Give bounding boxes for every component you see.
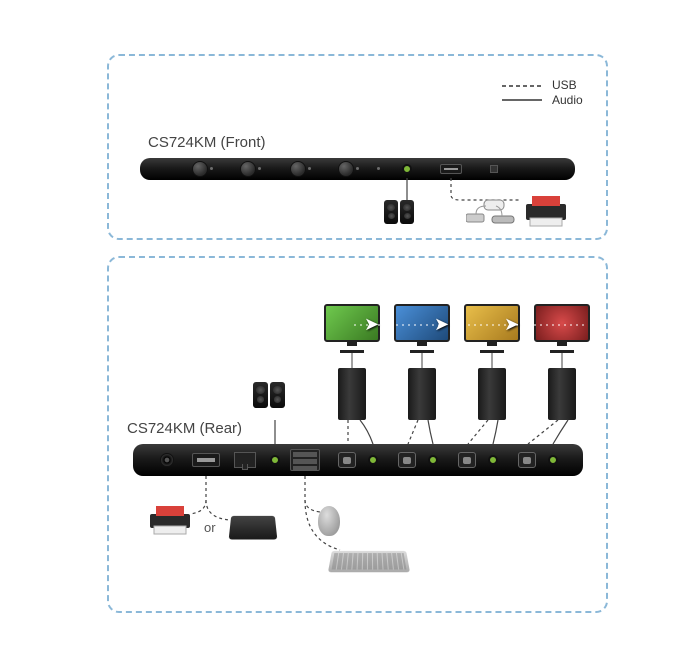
rear-printer-icon — [148, 506, 192, 538]
rear-mouse-icon — [318, 506, 340, 536]
rear-keyboard-icon — [328, 551, 410, 572]
or-label: or — [204, 520, 216, 535]
rear-scanner-icon — [229, 516, 278, 540]
